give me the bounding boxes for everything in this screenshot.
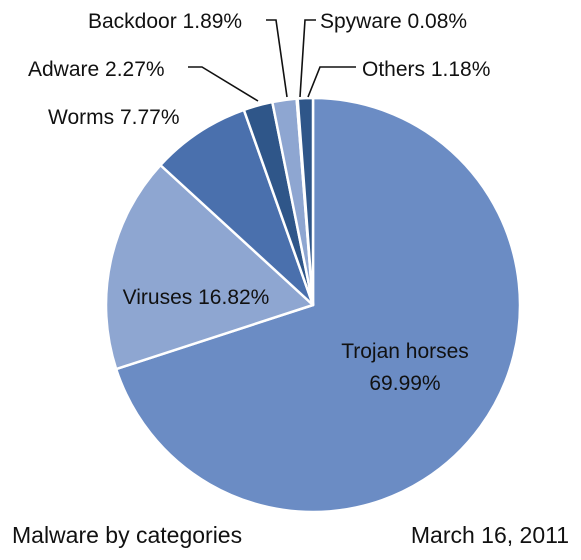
- slice-label-others: Others 1.18%: [362, 58, 490, 81]
- pie-slice-trojan-horses: [114, 96, 522, 514]
- leader-line-spyware: [299, 19, 316, 98]
- slice-label-worms: Worms 7.77%: [48, 106, 180, 129]
- slice-label-spyware: Spyware 0.08%: [320, 10, 467, 33]
- chart-caption: Malware by categories: [12, 522, 243, 548]
- leader-line-backdoor: [266, 19, 288, 98]
- slice-label-adware: Adware 2.27%: [28, 58, 165, 81]
- leader-line-adware: [188, 66, 259, 102]
- slice-label-backdoor: Backdoor 1.89%: [88, 10, 242, 33]
- slice-label-viruses: Viruses 16.82%: [123, 286, 270, 309]
- slice-value-trojan-horses: 69.99%: [369, 372, 440, 395]
- chart-date: March 16, 2011: [410, 522, 569, 548]
- pie-slice-viruses: [104, 163, 315, 371]
- pie-slice-worms: [159, 108, 315, 307]
- leader-line-others: [307, 66, 356, 98]
- leader-lines: [188, 19, 356, 102]
- slice-labels: Trojan horses 69.99% Viruses 16.82% Worms 7…: [28, 10, 490, 395]
- pie-slices: [104, 96, 522, 514]
- pie-slice-others: [296, 96, 315, 307]
- slice-label-trojan-horses: Trojan horses: [341, 340, 469, 363]
